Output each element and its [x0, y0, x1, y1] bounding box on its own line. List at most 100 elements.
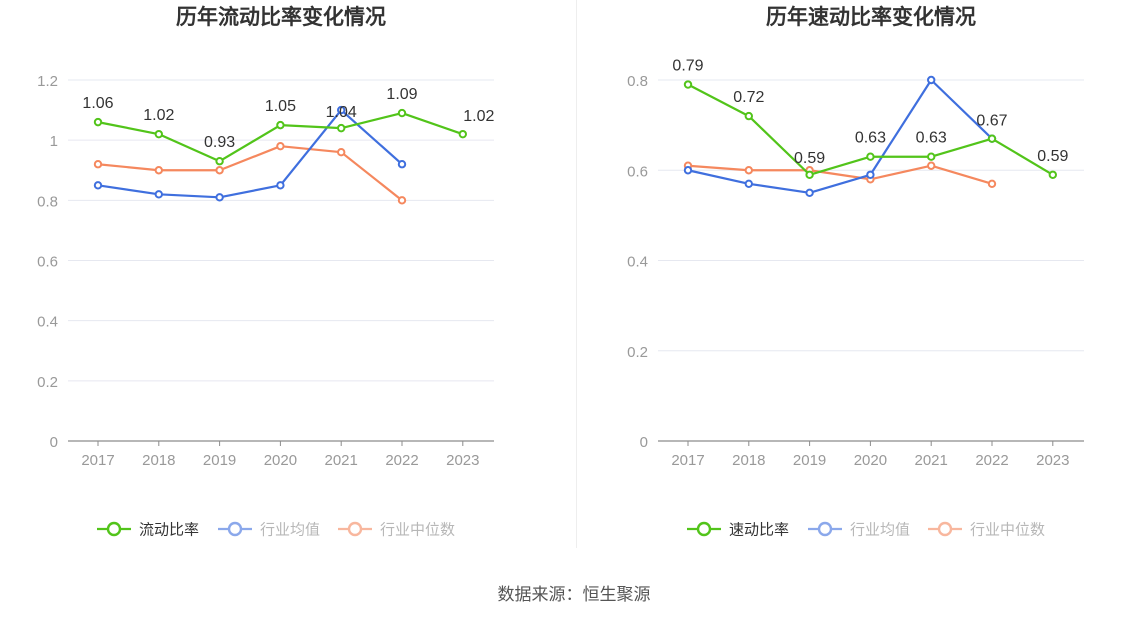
legend-marker — [106, 521, 122, 537]
x-tick-label: 2021 — [325, 452, 358, 469]
data-label: 0.79 — [672, 58, 703, 75]
data-point — [683, 80, 693, 89]
legend-label: 行业均值 — [850, 522, 910, 539]
series-line-1 — [687, 78, 993, 194]
data-label: 0.72 — [733, 89, 764, 106]
x-tick-label: 2017 — [671, 452, 704, 469]
data-label: 0.63 — [855, 130, 886, 147]
x-tick-label: 2021 — [915, 452, 948, 469]
x-tick-label: 2017 — [81, 452, 114, 469]
data-point — [154, 166, 164, 175]
data-label: 0.63 — [916, 130, 947, 147]
legend-item-1: 行业均值 — [218, 522, 320, 539]
current-ratio-chart: 历年流动比率变化情况 0 0.2 0.4 0.6 0.8 1 1.2 2017 2018 2019 2… — [37, 5, 494, 539]
x-tick-label: 2022 — [975, 452, 1008, 469]
y-tick-label: 0.2 — [627, 344, 648, 361]
data-point — [987, 134, 997, 143]
y-tick-label: 0.4 — [627, 254, 648, 271]
data-point — [683, 166, 693, 175]
legend-label: 行业均值 — [260, 522, 320, 539]
x-tick-label: 2020 — [854, 452, 887, 469]
chart-title: 历年速动比率变化情况 — [766, 5, 976, 29]
legend-label: 速动比率 — [729, 522, 789, 539]
y-tick-label: 1.2 — [37, 73, 58, 90]
legend-marker — [937, 521, 953, 537]
y-tick-label: 0.6 — [37, 254, 58, 271]
chart-title: 历年流动比率变化情况 — [176, 5, 386, 29]
legend-marker — [817, 521, 833, 537]
data-point — [397, 108, 407, 118]
data-point — [337, 148, 346, 157]
data-point — [927, 75, 936, 85]
x-tick-label: 2019 — [203, 452, 236, 469]
legend-marker — [696, 521, 712, 537]
data-point — [154, 129, 164, 139]
data-point — [337, 105, 346, 115]
current-ratio-chart-panel: 历年流动比率变化情况 0 0.2 0.4 0.6 0.8 1 1.2 2017 2018 2019 2… — [0, 0, 574, 560]
legend-item-2: 行业中位数 — [338, 522, 455, 539]
data-point — [337, 123, 346, 133]
data-label: 1.09 — [386, 86, 417, 103]
data-label: 1.02 — [143, 107, 174, 124]
x-tick-label: 2018 — [142, 452, 175, 469]
data-point — [215, 157, 224, 166]
data-label: 1.06 — [82, 95, 113, 112]
legend-marker — [227, 521, 243, 537]
data-point — [987, 179, 997, 188]
data-point — [93, 160, 103, 169]
data-point — [215, 166, 224, 175]
data-point — [744, 179, 754, 188]
data-point — [458, 129, 467, 139]
data-point — [397, 196, 407, 205]
x-tick-label: 2023 — [1036, 452, 1069, 469]
data-point — [276, 141, 285, 151]
y-tick-label: 0 — [640, 434, 648, 451]
legend-label: 行业中位数 — [380, 522, 455, 539]
data-point — [93, 181, 103, 190]
data-point — [927, 161, 936, 170]
y-tick-label: 0.4 — [37, 314, 58, 331]
data-label: 1.05 — [265, 98, 296, 115]
y-tick-label: 0.8 — [627, 73, 648, 90]
series-line-1 — [97, 108, 403, 199]
x-tick-label: 2020 — [264, 452, 297, 469]
x-tick-label: 2022 — [385, 452, 418, 469]
y-tick-label: 1 — [50, 133, 58, 150]
data-source-note: 数据来源：恒生聚源 — [497, 585, 651, 604]
legend-item-0: 流动比率 — [97, 522, 199, 539]
data-label: 1.04 — [326, 104, 357, 121]
series-line-2 — [97, 145, 403, 202]
series-line-2 — [687, 164, 993, 185]
y-tick-label: 0.2 — [37, 374, 58, 391]
legend-item-1: 行业均值 — [808, 522, 910, 539]
y-tick-label: 0 — [50, 434, 58, 451]
quick-ratio-chart: 历年速动比率变化情况 0 0.2 0.4 0.6 0.8 2017 2018 2019 2020 2… — [627, 5, 1084, 539]
x-tick-label: 2019 — [793, 452, 826, 469]
quick-ratio-chart-panel: 历年速动比率变化情况 0 0.2 0.4 0.6 0.8 2017 2018 2019 2020 2… — [574, 0, 1148, 560]
data-label: 0.67 — [976, 113, 1007, 130]
data-point — [1048, 170, 1057, 179]
data-point — [276, 181, 285, 190]
legend-marker — [347, 521, 363, 537]
data-label: 0.93 — [204, 134, 235, 151]
data-point — [215, 193, 224, 202]
data-label: 1.02 — [463, 108, 494, 125]
data-point — [866, 170, 875, 179]
data-point — [154, 190, 164, 199]
data-point — [866, 152, 875, 161]
data-label: 0.59 — [794, 150, 825, 167]
data-point — [805, 188, 814, 198]
x-tick-label: 2023 — [446, 452, 479, 469]
legend-item-2: 行业中位数 — [928, 522, 1045, 539]
legend-label: 流动比率 — [139, 522, 199, 539]
data-point — [927, 152, 936, 161]
data-point — [276, 120, 285, 130]
y-tick-label: 0.8 — [37, 193, 58, 210]
panel-divider — [576, 0, 577, 548]
legend-label: 行业中位数 — [970, 522, 1045, 539]
data-point — [397, 160, 407, 169]
data-point — [744, 166, 754, 175]
data-point — [805, 170, 814, 179]
x-tick-label: 2018 — [732, 452, 765, 469]
data-label: 0.59 — [1037, 148, 1068, 165]
